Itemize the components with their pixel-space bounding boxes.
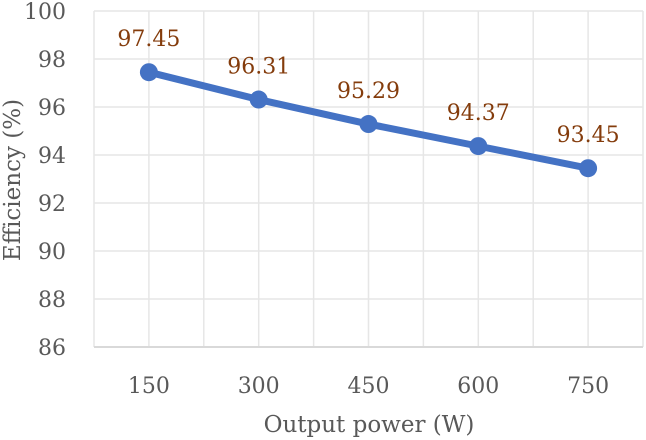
y-tick-label: 86 bbox=[38, 336, 66, 361]
x-tick-label: 750 bbox=[567, 374, 609, 399]
data-label: 96.31 bbox=[227, 55, 290, 80]
data-label: 97.45 bbox=[117, 27, 180, 52]
data-point-marker bbox=[249, 90, 268, 109]
y-tick-label: 96 bbox=[38, 96, 66, 121]
data-series bbox=[139, 63, 598, 178]
y-tick-label: 94 bbox=[38, 144, 66, 169]
x-tick-label: 150 bbox=[128, 374, 170, 399]
x-tick-label: 450 bbox=[348, 374, 390, 399]
y-tick-label: 88 bbox=[38, 288, 66, 313]
data-point-marker bbox=[139, 63, 158, 82]
data-label: 95.29 bbox=[337, 79, 400, 104]
x-tick-label: 300 bbox=[238, 374, 280, 399]
y-axis-title: Efficiency (%) bbox=[0, 99, 26, 261]
y-tick-label: 98 bbox=[38, 48, 66, 73]
data-point-marker bbox=[579, 159, 598, 178]
data-point-marker bbox=[469, 137, 488, 156]
x-axis-ticks: 150 300 450 600 750 bbox=[128, 374, 609, 399]
grid-lines bbox=[93, 10, 644, 348]
y-axis-ticks: 86 88 90 92 94 96 98 100 bbox=[24, 0, 66, 361]
data-point-marker bbox=[359, 115, 378, 134]
x-axis-title: Output power (W) bbox=[264, 412, 475, 438]
data-label: 94.37 bbox=[447, 101, 510, 126]
y-tick-label: 100 bbox=[24, 0, 66, 25]
data-label: 93.45 bbox=[557, 123, 620, 148]
x-tick-label: 600 bbox=[457, 374, 499, 399]
y-tick-label: 90 bbox=[38, 240, 66, 265]
data-labels: 97.45 96.31 95.29 94.37 93.45 bbox=[117, 27, 619, 148]
y-tick-label: 92 bbox=[38, 192, 66, 217]
